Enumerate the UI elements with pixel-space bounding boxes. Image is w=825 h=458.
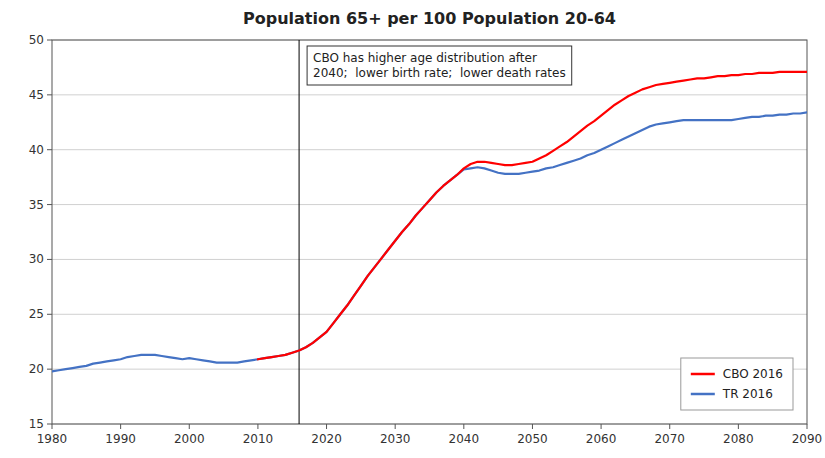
x-tick-label: 2050 [517, 432, 548, 446]
x-tick-label: 2000 [174, 432, 205, 446]
x-tick [601, 424, 602, 429]
x-tick [189, 424, 190, 429]
y-tick [47, 259, 52, 260]
x-tick-label: 2030 [380, 432, 411, 446]
plot-frame [52, 40, 807, 424]
y-tick [47, 424, 52, 425]
y-tick-label: 35 [29, 198, 44, 212]
x-tick [257, 424, 258, 429]
annotation: CBO has higher age distribution after204… [307, 46, 572, 85]
chart: Population 65+ per 100 Population 20-64 1… [0, 0, 825, 458]
legend-entry: CBO 2016 [723, 367, 783, 381]
y-tick-label: 45 [29, 88, 44, 102]
x-tick-label: 2090 [792, 432, 823, 446]
x-tick-label: 2010 [243, 432, 274, 446]
title: Population 65+ per 100 Population 20-64 [243, 9, 616, 28]
legend-swatch [691, 393, 715, 396]
y-tick-label: 20 [29, 362, 44, 376]
legend-swatch [691, 373, 715, 376]
series-line [52, 112, 807, 371]
y-tick-label: 50 [29, 33, 44, 47]
x-tick-label: 2060 [586, 432, 617, 446]
x-tick-label: 1990 [105, 432, 136, 446]
grid-line [52, 314, 807, 315]
x-tick [395, 424, 396, 429]
x-tick [120, 424, 121, 429]
x-tick-label: 2070 [654, 432, 685, 446]
x-tick [532, 424, 533, 429]
grid-line [52, 259, 807, 260]
x-tick [463, 424, 464, 429]
y-tick-label: 30 [29, 252, 44, 266]
y-tick [47, 369, 52, 370]
annotation-text: CBO has higher age distribution after204… [313, 51, 566, 80]
x-tick-label: 2040 [449, 432, 480, 446]
x-tick [52, 424, 53, 429]
x-tick-label: 2080 [723, 432, 754, 446]
x-tick [807, 424, 808, 429]
y-tick [47, 314, 52, 315]
x-tick-label: 1980 [37, 432, 68, 446]
grid-line [52, 149, 807, 150]
legend-box [681, 358, 793, 410]
plot-area [52, 40, 807, 424]
x-tick [669, 424, 670, 429]
x-tick [326, 424, 327, 429]
grid-line [52, 204, 807, 205]
legend: CBO 2016 TR 2016 [681, 358, 793, 410]
y-tick-label: 40 [29, 143, 44, 157]
series-line [258, 72, 807, 359]
reference-line [299, 40, 300, 424]
x-tick [738, 424, 739, 429]
y-tick [47, 204, 52, 205]
y-tick-label: 25 [29, 307, 44, 321]
y-tick-label: 15 [29, 417, 44, 431]
y-tick [47, 94, 52, 95]
y-tick [47, 149, 52, 150]
grid-line [52, 94, 807, 95]
y-tick [47, 40, 52, 41]
legend-entry: TR 2016 [722, 387, 773, 401]
x-tick-label: 2020 [311, 432, 342, 446]
annotation-box [307, 46, 572, 85]
